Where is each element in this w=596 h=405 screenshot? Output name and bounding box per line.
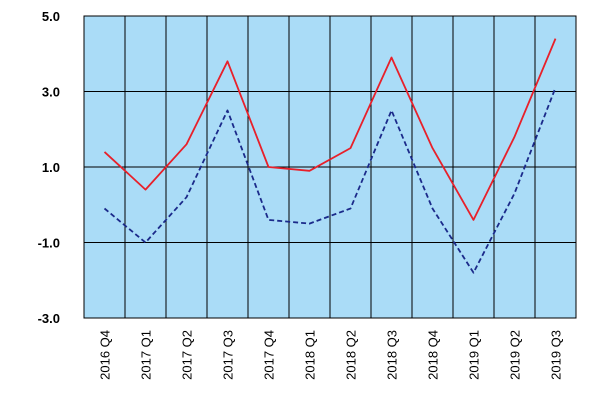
x-tick-label: 2017 Q3 <box>221 330 236 380</box>
x-tick-label: 2017 Q1 <box>139 330 154 380</box>
y-tick-label: 5.0 <box>42 9 60 24</box>
x-tick-label: 2018 Q2 <box>344 330 359 380</box>
y-tick-label: -1.0 <box>38 236 60 251</box>
x-tick-label: 2019 Q2 <box>508 330 523 380</box>
y-tick-label: 3.0 <box>42 85 60 100</box>
series-layer <box>103 38 557 274</box>
y-axis-ticks: 5.0 3.0 1.0 -1.0 -3.0 <box>38 9 60 326</box>
x-tick-label: 2017 Q2 <box>180 330 195 380</box>
y-tick-label: -3.0 <box>38 311 60 326</box>
x-tick-label: 2018 Q3 <box>385 330 400 380</box>
x-tick-label: 2017 Q4 <box>262 330 277 380</box>
x-tick-label: 2019 Q1 <box>467 330 482 380</box>
x-tick-label: 2018 Q1 <box>303 330 318 380</box>
x-axis-ticks: 2016 Q4 2017 Q1 2017 Q2 2017 Q3 2017 Q4 2018 … <box>98 330 564 380</box>
series-line-1 <box>103 38 557 221</box>
y-tick-label: 1.0 <box>42 160 60 175</box>
plot-border <box>83 15 577 319</box>
x-tick-label: 2019 Q3 <box>549 330 564 380</box>
series-line-2 <box>103 87 557 274</box>
x-tick-label: 2018 Q4 <box>426 330 441 380</box>
x-tick-label: 2016 Q4 <box>98 330 113 380</box>
